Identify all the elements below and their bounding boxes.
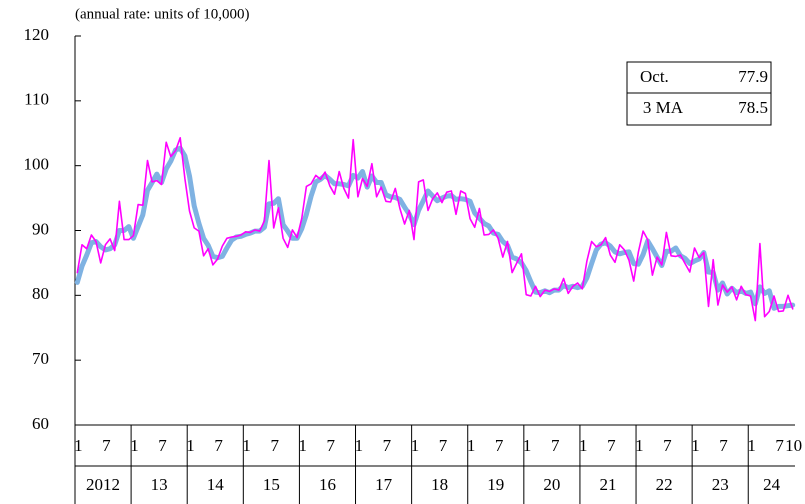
- x-tick-label: 7: [719, 436, 728, 455]
- year-label: 17: [375, 475, 393, 494]
- x-tick-label: 7: [439, 436, 448, 455]
- x-tick-label: 7: [102, 436, 111, 455]
- x-tick-label: 1: [411, 436, 420, 455]
- x-tick-label: 1: [130, 436, 139, 455]
- x-tick-label: 1: [691, 436, 700, 455]
- x-tick-label: 1: [635, 436, 644, 455]
- x-tick-label: 1: [467, 436, 476, 455]
- x-tick-label: 7: [270, 436, 279, 455]
- x-tick-label: 1: [523, 436, 532, 455]
- year-label: 21: [599, 475, 616, 494]
- x-tick-label: 1: [747, 436, 756, 455]
- y-tick-label: 120: [24, 25, 50, 44]
- y-tick-label: 100: [24, 155, 50, 174]
- year-label: 24: [763, 475, 781, 494]
- info-label: 3 MA: [643, 98, 684, 117]
- y-tick-label: 60: [32, 414, 49, 433]
- x-tick-label: 7: [214, 436, 223, 455]
- x-tick-label: 7: [495, 436, 504, 455]
- x-tick-label: 7: [158, 436, 167, 455]
- year-label: 13: [151, 475, 168, 494]
- x-tick-label: 1: [242, 436, 251, 455]
- series-line: [74, 145, 796, 311]
- year-label: 23: [712, 475, 729, 494]
- x-tick-label: 7: [327, 436, 336, 455]
- year-label: 20: [543, 475, 560, 494]
- series-line: [76, 137, 794, 322]
- info-value: 78.5: [738, 98, 768, 117]
- x-tick-label: 7: [607, 436, 616, 455]
- x-tick-label: 1: [74, 436, 83, 455]
- x-tick-label: 7: [775, 436, 784, 455]
- x-tick-label: 1: [355, 436, 364, 455]
- y-tick-label: 80: [32, 284, 49, 303]
- x-tick-label: 1: [299, 436, 308, 455]
- chart-title: (annual rate: units of 10,000): [75, 6, 250, 22]
- year-label: 14: [207, 475, 225, 494]
- x-tick-label: 7: [663, 436, 672, 455]
- info-value: 77.9: [738, 67, 768, 86]
- x-tick-label: 7: [383, 436, 392, 455]
- y-tick-label: 90: [32, 219, 49, 238]
- x-tick-label: 1: [186, 436, 195, 455]
- x-tick-label: 1: [579, 436, 588, 455]
- x-tick-label: 10: [785, 436, 802, 455]
- x-tick-label: 7: [551, 436, 560, 455]
- y-tick-label: 70: [32, 349, 49, 368]
- y-tick-label: 110: [24, 90, 49, 109]
- info-label: Oct.: [640, 67, 669, 86]
- year-label: 22: [656, 475, 673, 494]
- year-label: 18: [431, 475, 448, 494]
- year-label: 19: [487, 475, 504, 494]
- year-label: 16: [319, 475, 336, 494]
- year-label: 15: [263, 475, 280, 494]
- year-label: 2012: [86, 475, 120, 494]
